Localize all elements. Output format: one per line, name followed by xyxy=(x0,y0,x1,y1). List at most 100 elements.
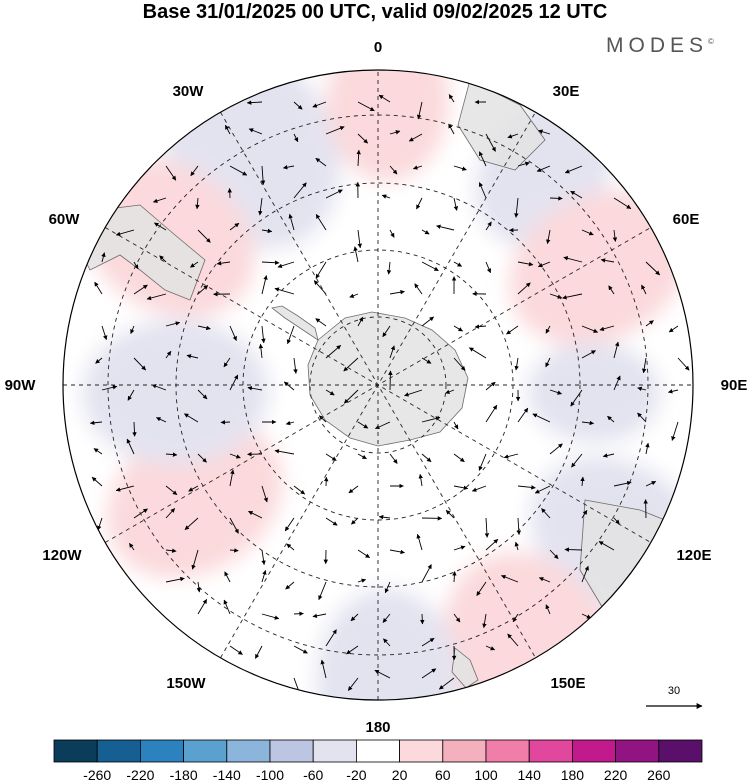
graticule xyxy=(63,70,693,700)
wind-vector xyxy=(318,415,327,423)
wind-vector xyxy=(416,101,423,120)
wind-vector xyxy=(562,293,583,300)
colorbar-tick-label: -140 xyxy=(213,767,241,783)
wind-vector xyxy=(563,256,583,263)
colorbar-swatch xyxy=(528,739,573,763)
lon-label-150e: 150E xyxy=(550,675,585,692)
wind-vector xyxy=(517,261,534,267)
wind-vector xyxy=(277,261,295,268)
lon-label-150w: 150W xyxy=(166,675,206,692)
wind-vector xyxy=(248,128,263,135)
wind-vector xyxy=(229,517,239,534)
wind-vector xyxy=(190,165,199,177)
colorbar-swatch xyxy=(572,739,617,763)
wind-vector xyxy=(421,453,432,463)
wind-vector xyxy=(537,261,551,268)
anomaly-blob xyxy=(715,486,750,561)
wind-vector xyxy=(343,389,359,404)
wind-vector xyxy=(389,549,405,555)
colorbar-tick-label: -180 xyxy=(170,767,198,783)
wind-vector xyxy=(580,476,585,487)
wind-vector xyxy=(517,282,531,295)
colorbar-tick-label: 100 xyxy=(474,767,498,783)
wind-vector xyxy=(570,389,583,407)
wind-vector xyxy=(534,485,551,494)
wind-vector xyxy=(421,637,435,647)
wind-vector xyxy=(421,564,432,583)
wind-vector xyxy=(478,453,487,471)
colorbar-tick-label: 20 xyxy=(392,767,408,783)
colorbar-swatch xyxy=(312,739,357,763)
wind-vector xyxy=(229,325,237,341)
colorbar-swatch xyxy=(355,739,400,763)
wind-vector xyxy=(115,229,135,237)
wind-vector xyxy=(286,543,295,551)
wind-vector xyxy=(197,453,207,463)
wind-vector xyxy=(97,517,103,531)
wind-vector xyxy=(613,375,621,391)
colorbar-tick-label: 180 xyxy=(561,767,585,783)
wind-vector xyxy=(436,224,455,231)
wind-vector xyxy=(637,386,647,392)
wind-vector xyxy=(581,350,596,359)
wind-vector xyxy=(130,325,135,334)
wind-vector xyxy=(468,347,487,359)
wind-vector xyxy=(261,260,280,265)
wind-vector xyxy=(229,645,243,655)
wind-vector xyxy=(384,581,391,594)
wind-vector xyxy=(418,473,423,487)
wind-vector xyxy=(101,385,118,391)
wind-vector xyxy=(165,321,181,327)
wind-vector xyxy=(453,325,463,332)
wind-vector xyxy=(165,548,177,553)
wind-vector xyxy=(357,316,364,327)
wind-vector xyxy=(404,389,423,397)
wind-vector xyxy=(608,285,615,295)
wind-vector xyxy=(581,565,589,583)
colorbar-swatch xyxy=(485,739,530,763)
wind-vector xyxy=(155,417,167,423)
wind-vector xyxy=(197,229,211,243)
lon-label-120w: 120W xyxy=(42,547,82,564)
wind-vector xyxy=(159,255,167,263)
wind-vectors xyxy=(89,94,690,695)
wind-vector xyxy=(351,517,359,525)
wind-vector xyxy=(517,485,536,490)
wind-vector xyxy=(671,421,679,441)
wind-vector xyxy=(549,196,563,201)
wind-vector xyxy=(315,261,327,279)
wind-vector xyxy=(501,574,519,583)
lon-label-90w: 90W xyxy=(5,377,37,394)
wind-vector xyxy=(165,165,177,181)
wind-vector xyxy=(514,197,519,218)
colorbar-swatch xyxy=(96,739,141,763)
wind-vector xyxy=(421,261,439,272)
wind-vector xyxy=(284,517,295,532)
wind-vector xyxy=(421,357,432,364)
wind-vector xyxy=(637,412,647,423)
colorbar-tick-label: -100 xyxy=(256,767,284,783)
wind-vector xyxy=(261,549,266,566)
wind-vector xyxy=(485,381,496,391)
wind-vector xyxy=(282,165,295,170)
brand-text: MODES xyxy=(606,34,709,57)
wind-vector xyxy=(581,420,595,426)
wind-vector xyxy=(293,645,308,654)
wind-vector xyxy=(224,571,231,583)
wind-vector xyxy=(283,381,295,391)
wind-vector xyxy=(261,569,267,583)
colorbar-swatch xyxy=(226,739,271,763)
colorbar-swatch xyxy=(442,739,487,763)
wind-vector xyxy=(485,645,496,651)
wind-vector xyxy=(313,280,327,295)
australia-landmass xyxy=(579,499,693,641)
wind-vector xyxy=(613,341,620,359)
wind-vector xyxy=(115,485,135,492)
wind-vector xyxy=(261,325,266,344)
wind-vector xyxy=(254,645,263,659)
wind-vector xyxy=(645,481,657,487)
wind-vector xyxy=(549,389,563,395)
wind-vector xyxy=(246,100,263,105)
wind-vector xyxy=(357,549,371,559)
